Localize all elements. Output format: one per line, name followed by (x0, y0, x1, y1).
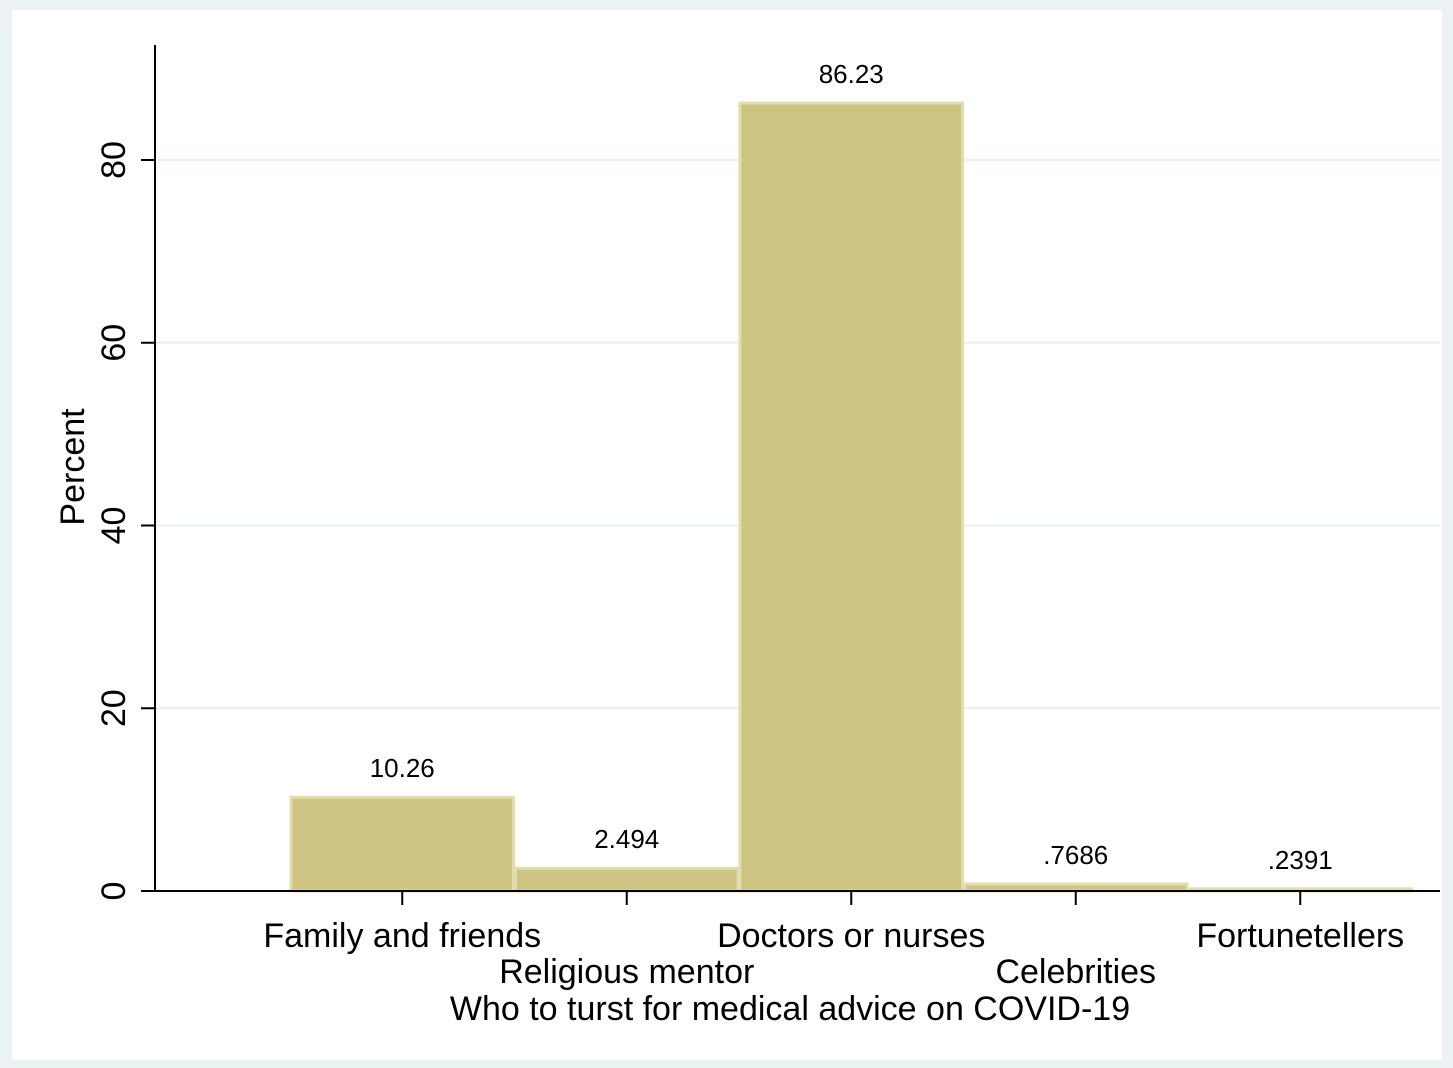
x-tick-label: Fortunetellers (1196, 917, 1404, 955)
labels: 10.26 2.494 86.23 .7686 .2391 (370, 59, 1333, 875)
bar (963, 882, 1189, 893)
y-axis-title: Percent (54, 408, 92, 526)
y-tick-label: 40 (95, 507, 133, 545)
y-tick-label: 80 (95, 141, 133, 179)
x-tick-label: Family and friends (263, 917, 541, 955)
bar-value-label: 86.23 (819, 59, 884, 89)
bar (289, 795, 515, 893)
plot-region (12, 10, 1442, 1060)
y-tick-label: 60 (95, 324, 133, 362)
x-tick-label: Celebrities (995, 953, 1156, 991)
bar (514, 866, 740, 893)
bar-value-label: 10.26 (370, 753, 435, 783)
x-axis-title: Who to turst for medical advice on COVID… (450, 990, 1130, 1028)
x-tick-label: Religious mentor (499, 953, 754, 991)
bar-value-label: .7686 (1043, 840, 1108, 870)
bar-value-label: 2.494 (594, 824, 659, 854)
y-tick-label: 0 (95, 882, 133, 901)
bar-value-label: .2391 (1268, 845, 1333, 875)
y-tick-label: 20 (95, 689, 133, 727)
x-tick-label: Doctors or nurses (717, 917, 985, 955)
bar (738, 101, 964, 893)
